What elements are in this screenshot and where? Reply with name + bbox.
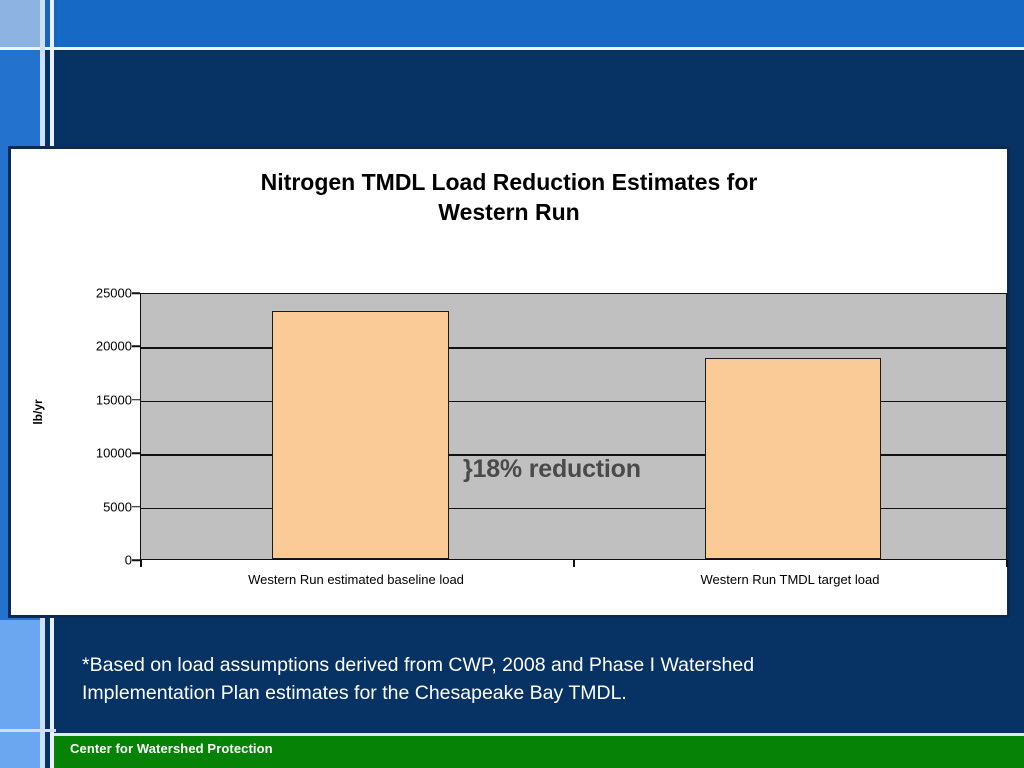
background-footer-divider [54, 733, 1024, 736]
y-tick-mark-20000 [132, 345, 140, 348]
y-tick-mark-5000 [132, 505, 140, 508]
y-tick-label-5000: 5000 [103, 499, 132, 515]
background-header-divider [0, 47, 1024, 50]
y-tick-label-25000: 25000 [95, 285, 132, 301]
footer-bar [54, 736, 1024, 768]
background-top-left-block [0, 0, 40, 47]
gridline-20000 [141, 347, 1006, 349]
footnote: *Based on load assumptions derived from … [82, 652, 992, 707]
background-footer-left-rule [0, 729, 56, 732]
y-tick-mark-0 [132, 559, 140, 561]
chart-panel: Nitrogen TMDL Load Reduction Estimates f… [8, 146, 1010, 618]
background-header-band-inner [57, 0, 1024, 47]
x-tick-mark-left [140, 560, 142, 567]
x-tick-label-target: Western Run TMDL target load [700, 572, 880, 587]
reduction-annotation: }18% reduction [463, 455, 641, 483]
chart-title: Nitrogen TMDL Load Reduction Estimates f… [11, 167, 1007, 228]
background-footer-left-block [0, 736, 40, 768]
y-tick-mark-10000 [132, 452, 140, 454]
y-tick-label-10000: 10000 [95, 445, 132, 461]
bar-western-run-target [705, 358, 881, 559]
footnote-line-2: Implementation Plan estimates for the Ch… [82, 681, 627, 704]
gridline-10000 [141, 454, 1006, 456]
y-tick-label-15000: 15000 [95, 392, 132, 408]
x-tick-mark-mid [573, 560, 575, 567]
y-tick-mark-25000 [132, 292, 140, 294]
plot-area [140, 293, 1007, 560]
gridline-15000 [141, 400, 1006, 403]
gridline-5000 [141, 507, 1006, 510]
footnote-line-1: *Based on load assumptions derived from … [82, 654, 755, 676]
footer-organization-label: Center for Watershed Protection [70, 741, 273, 756]
chart-title-line-1: Nitrogen TMDL Load Reduction Estimates f… [260, 169, 758, 195]
y-axis-title: lb/yr [31, 399, 45, 425]
x-tick-mark-right [1006, 560, 1008, 567]
x-tick-label-baseline: Western Run estimated baseline load [248, 572, 464, 587]
y-tick-mark-15000 [132, 399, 140, 401]
y-tick-label-0: 0 [124, 552, 132, 568]
y-tick-label-20000: 20000 [95, 338, 132, 354]
bar-western-run-baseline [272, 311, 449, 559]
chart-title-line-2: Western Run [438, 199, 580, 226]
